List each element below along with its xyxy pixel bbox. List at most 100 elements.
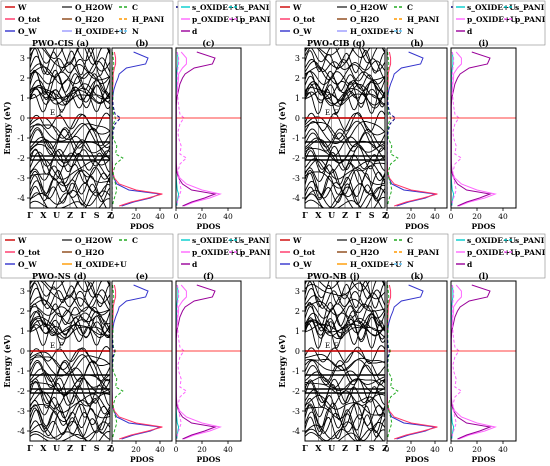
figure-quadrant: WO_totO_WO_H2OWO_H2OH_OXIDE+UCH_PANINCls… xyxy=(275,0,546,231)
pdos-curve xyxy=(451,284,463,440)
x-tick-label: 20 xyxy=(131,212,141,221)
x-tick-label: 20 xyxy=(197,212,207,221)
y-tick-label: 2 xyxy=(295,74,300,83)
pdos-curve xyxy=(175,51,217,207)
y-tick-label: 0 xyxy=(20,114,25,123)
kpoint-label: Γ xyxy=(80,443,86,453)
kpoint-label: S xyxy=(369,210,375,220)
y-tick-label: 0 xyxy=(295,347,300,356)
y-tick-label: -2 xyxy=(17,387,25,396)
pdos-frame xyxy=(111,47,173,209)
kpoint-label: Z xyxy=(107,210,113,220)
x-tick-label: 0 xyxy=(449,445,454,454)
y-axis-label: Energy (eV) xyxy=(277,334,287,387)
x-axis-label: PDOS xyxy=(471,222,495,231)
pdos-curve xyxy=(175,51,222,207)
pdos-curve xyxy=(111,284,163,440)
legend-label: O_W xyxy=(18,260,37,269)
figure-quadrant: W O_tot O_W O_H2OW O_H2O H_OXIDE+U C s_OXIDE+Up… xyxy=(0,233,271,464)
y-axis-label: Energy (eV) xyxy=(2,334,12,387)
legend-label: W xyxy=(292,3,302,12)
band-structure xyxy=(304,47,386,209)
kpoint-label: Z xyxy=(382,210,388,220)
pdos-curve xyxy=(386,51,438,207)
kpoint-label: X xyxy=(315,443,322,453)
legend-label: s_PANI xyxy=(240,236,270,245)
subplot-label: (l) xyxy=(478,271,489,281)
y-tick-label: 0 xyxy=(20,347,25,356)
y-tick-label: 0 xyxy=(295,114,300,123)
pdos-curve xyxy=(175,284,222,440)
fermi-label: E_F xyxy=(325,342,339,350)
pdos-frame xyxy=(175,47,242,209)
legend-label: O_W xyxy=(293,27,312,36)
legend-label: W xyxy=(17,3,27,12)
legend-label: s_OXIDE+U xyxy=(192,3,241,12)
kpoint-label: U xyxy=(328,210,335,220)
y-tick-label: -2 xyxy=(292,154,300,163)
legend-label: O_H2OW xyxy=(75,3,113,12)
band-structure xyxy=(29,47,111,209)
x-axis-label: PDOS xyxy=(471,455,495,464)
pdos-curve xyxy=(450,51,497,207)
legend-label: H_OXIDE+U xyxy=(75,260,127,269)
kpoint-label: Γ xyxy=(80,210,86,220)
subplot-label: (h) xyxy=(410,38,424,48)
kpoint-label: S xyxy=(369,443,375,453)
legend-left: W O_tot O_W O_H2OW O_H2O H_OXIDE+U C H_PANI N xyxy=(275,233,449,279)
y-tick-label: -4 xyxy=(17,427,25,436)
pdos-curve xyxy=(450,51,492,207)
y-tick-label: -1 xyxy=(292,134,300,143)
legend-label: p_PANI xyxy=(240,15,271,24)
pdos-curve xyxy=(111,51,162,207)
legend-frame xyxy=(275,233,449,279)
legend-label: s_OXIDE+U xyxy=(192,236,241,245)
pdos-frame xyxy=(450,280,517,442)
subplot-label: (b) xyxy=(135,38,148,48)
y-tick-label: 3 xyxy=(295,54,300,63)
legend-right: s_OXIDE+U p_OXIDE+Ud s_PANI p_PANI xyxy=(452,233,546,279)
legend-label: O_H2OW xyxy=(350,236,388,245)
kpoint-label: Γ xyxy=(27,443,33,453)
subplot-label: (f) xyxy=(203,271,214,281)
legend-right: s_OXIDE+U p_OXIDE+Ud s_PANI p_PANI xyxy=(177,0,271,46)
panel-label: PWO-CIS (a) xyxy=(32,38,89,48)
kpoint-label: Γ xyxy=(302,210,308,220)
legend-label: O_W xyxy=(18,27,37,36)
x-tick-label: 0 xyxy=(174,212,179,221)
x-tick-label: 0 xyxy=(110,212,115,221)
legend-label: H_OXIDE+U xyxy=(75,27,127,36)
legend-label: C xyxy=(407,236,413,245)
kpoint-label: X xyxy=(40,443,47,453)
y-tick-label: 1 xyxy=(295,94,300,103)
kpoint-label: U xyxy=(53,210,60,220)
panel-label: PWO-NS (d) xyxy=(32,271,87,281)
legend-label: W xyxy=(292,236,302,245)
y-tick-label: 3 xyxy=(295,287,300,296)
panel-label: PWO-CIB (g) xyxy=(307,38,366,48)
kpoint-label: S xyxy=(94,210,100,220)
pdos-frame xyxy=(175,280,242,442)
legend-label: s_PANI xyxy=(240,3,270,12)
legend-label: O_tot xyxy=(293,15,316,24)
legend-label: O_tot xyxy=(18,248,41,257)
y-tick-label: 2 xyxy=(20,307,25,316)
legend-label: p_PANI xyxy=(240,248,271,257)
x-axis-label: PDOS xyxy=(130,455,154,464)
legend-label: H_PANI xyxy=(407,15,440,24)
kpoint-label: Z xyxy=(382,443,388,453)
x-tick-label: 20 xyxy=(472,445,482,454)
y-tick-label: -4 xyxy=(17,194,25,203)
y-tick-label: -1 xyxy=(292,367,300,376)
legend-label: O_H2O xyxy=(350,15,380,24)
y-tick-label: -3 xyxy=(292,174,300,183)
pdos-curve xyxy=(386,284,438,440)
kpoint-label: Z xyxy=(107,443,113,453)
y-tick-label: 3 xyxy=(20,54,25,63)
fermi-label: E_F xyxy=(50,109,64,117)
subplot-label: (e) xyxy=(136,271,149,281)
